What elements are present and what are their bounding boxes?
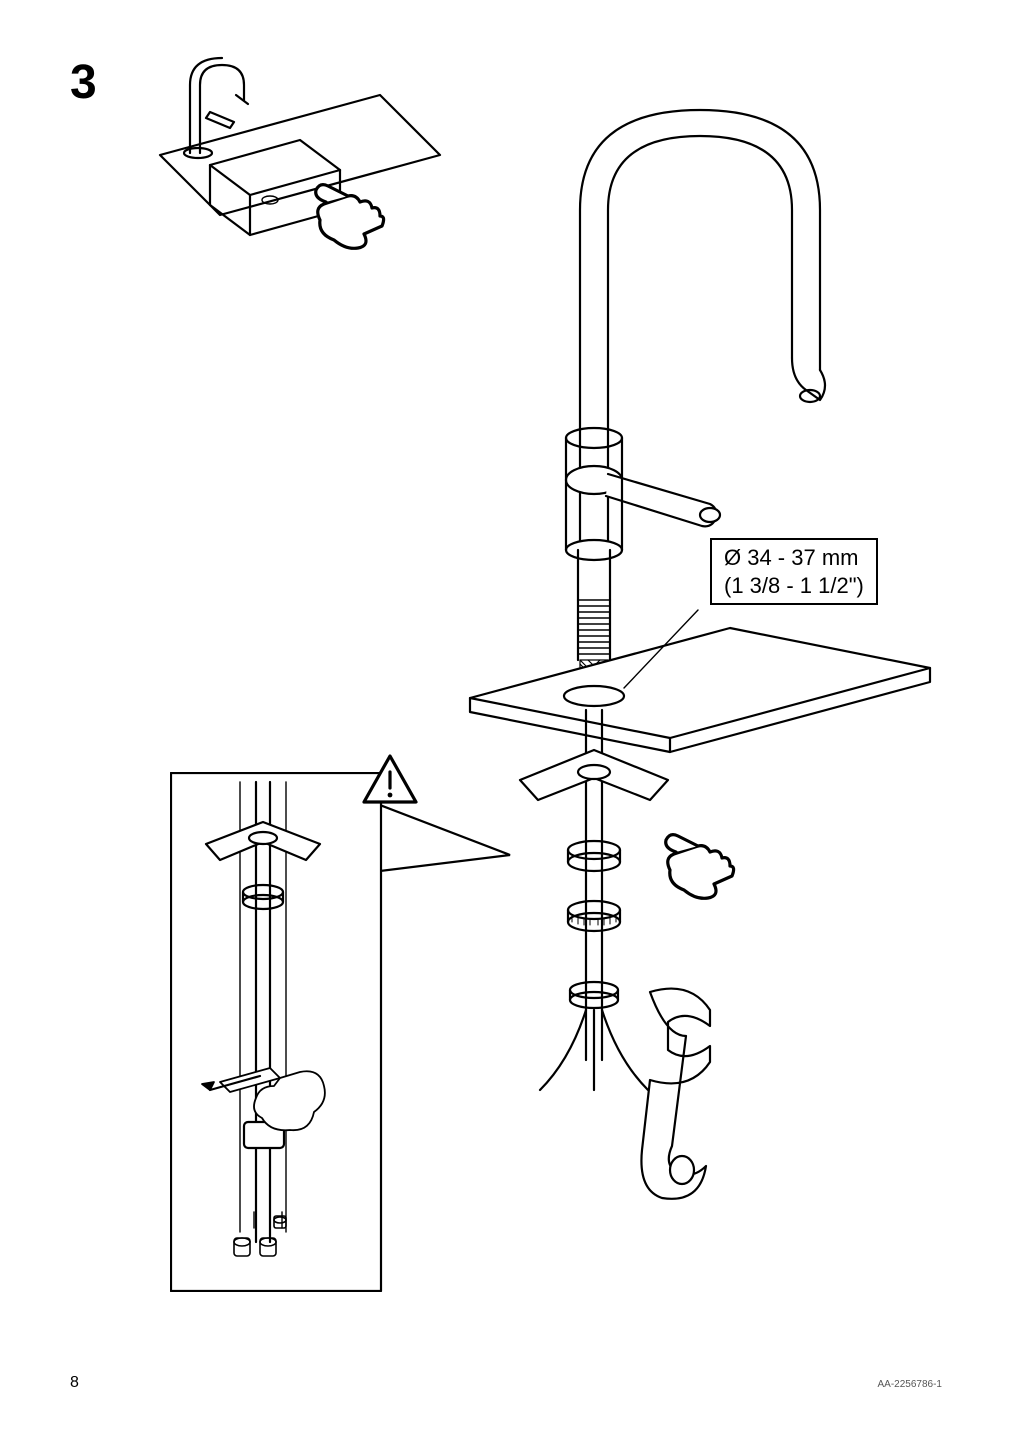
callout-line-2: (1 3/8 - 1 1/2") xyxy=(724,572,864,600)
page-number: 8 xyxy=(70,1374,79,1392)
diagram-area: Ø 34 - 37 mm (1 3/8 - 1 1/2") xyxy=(130,40,950,1320)
instruction-page: 3 xyxy=(0,0,1012,1432)
faucet-main-illustration xyxy=(410,80,970,1200)
hole-diameter-callout: Ø 34 - 37 mm (1 3/8 - 1 1/2") xyxy=(710,538,878,605)
step-number: 3 xyxy=(70,55,97,110)
warning-inset-illustration xyxy=(170,772,410,1292)
callout-line-1: Ø 34 - 37 mm xyxy=(724,544,864,572)
document-id: AA-2256786-1 xyxy=(878,1379,943,1390)
inset-pointer xyxy=(380,795,540,875)
